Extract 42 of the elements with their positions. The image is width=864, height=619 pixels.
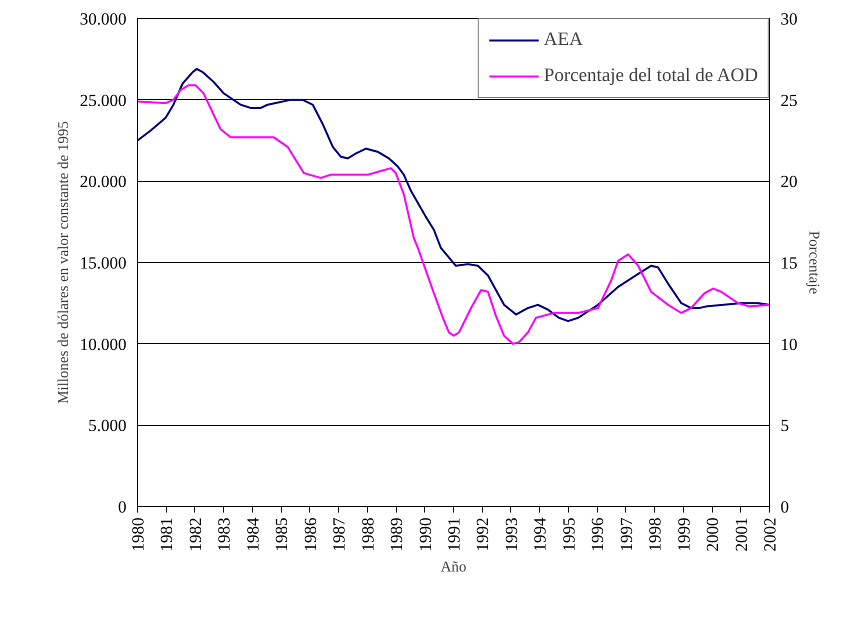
- y-tick-label: 30.000: [80, 10, 126, 28]
- legend-label: AEA: [544, 29, 583, 51]
- x-tick-label: 1981: [157, 518, 176, 552]
- y2-axis-title: Porcentaje: [806, 230, 822, 294]
- y-tick-label: 5.000: [88, 416, 126, 436]
- x-tick-label: 2001: [732, 518, 751, 552]
- x-tick-label: 1985: [272, 518, 292, 552]
- y2-tick-label: 15: [780, 254, 798, 272]
- x-tick-label: 1995: [559, 518, 578, 552]
- x-tick-label: 1992: [473, 518, 492, 552]
- x-tick-label: 1998: [646, 518, 665, 552]
- x-tick-label: 1993: [502, 518, 521, 552]
- x-tick-label: 1990: [416, 518, 435, 552]
- y-axis-title: Millones de dólares en valor constante de 1995: [56, 121, 72, 404]
- x-tick-label: 1980: [128, 518, 148, 552]
- x-tick-label: 1991: [444, 518, 464, 552]
- x-tick-label: 1997: [616, 517, 636, 552]
- y-tick-label: 0: [118, 498, 126, 516]
- x-tick-label: 1986: [300, 518, 320, 552]
- x-axis-title: Año: [440, 560, 466, 576]
- y2-tick-label: 20: [780, 172, 798, 192]
- x-tick-label: 1994: [530, 517, 550, 552]
- x-tick-label: 1999: [674, 518, 694, 552]
- y-tick-label: 15.000: [80, 254, 126, 272]
- x-tick-label: 1996: [588, 518, 608, 552]
- x-tick-label: 2000: [703, 518, 722, 552]
- y2-tick-label: 25: [780, 90, 798, 110]
- x-tick-label: 1983: [214, 518, 234, 552]
- y2-tick-label: 0: [780, 498, 789, 516]
- y2-tick-label: 5: [780, 416, 789, 436]
- x-tick-label: 1988: [358, 518, 378, 552]
- y-tick-label: 25.000: [80, 90, 126, 110]
- x-tick-label: 1982: [186, 518, 205, 552]
- y2-tick-label: 30: [780, 10, 798, 28]
- x-tick-label: 2002: [760, 518, 780, 552]
- y-tick-label: 10.000: [80, 334, 126, 354]
- x-tick-label: 1989: [387, 518, 406, 552]
- legend-label: Porcentaje del total de AOD: [544, 65, 758, 87]
- x-tick-label: 1987: [330, 517, 349, 552]
- y2-tick-label: 10: [780, 334, 798, 354]
- x-tick-label: 1984: [243, 517, 262, 552]
- y-tick-label: 20.000: [80, 172, 126, 192]
